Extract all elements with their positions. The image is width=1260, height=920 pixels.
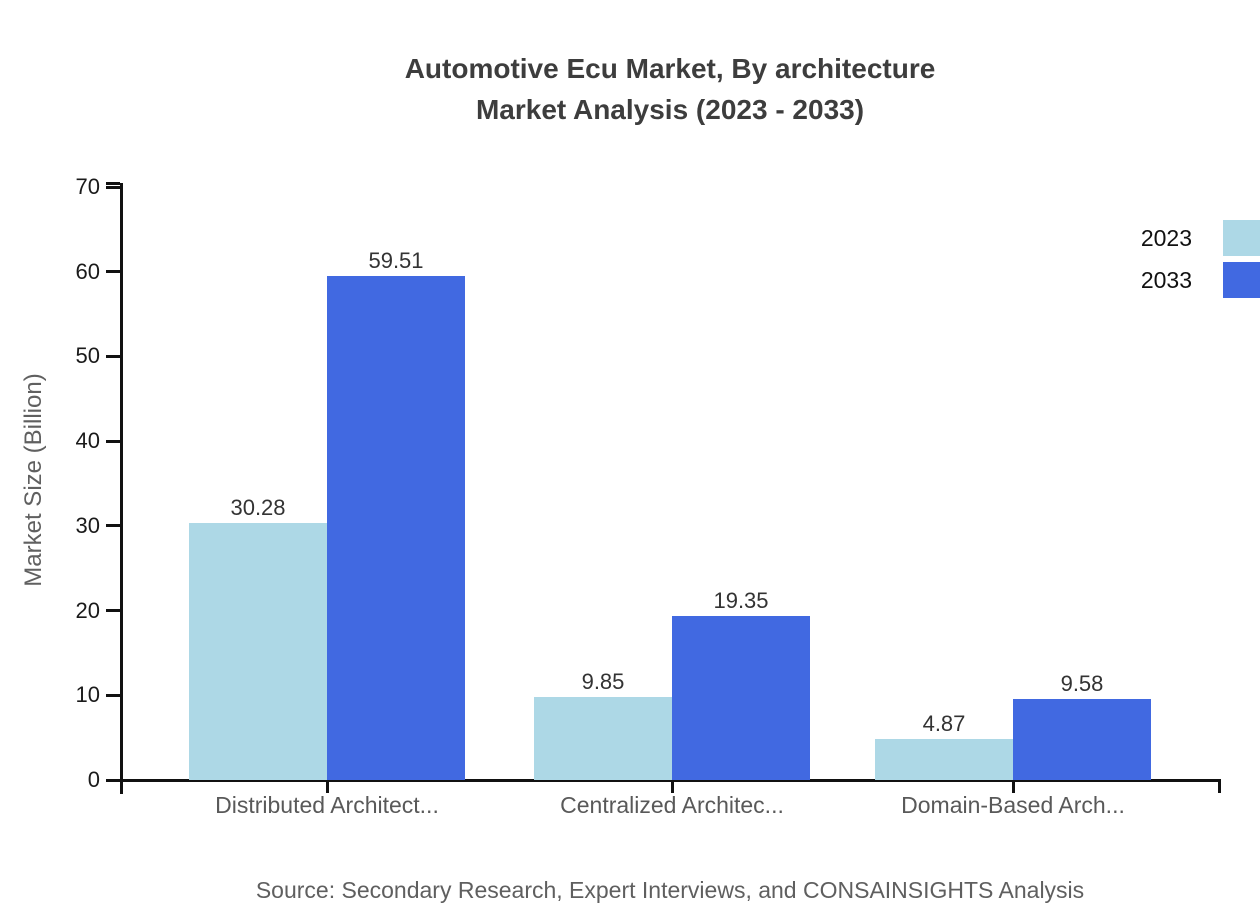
x-tick [325,780,329,793]
legend-label-2033: 2033 [1140,267,1192,293]
source-note: Source: Secondary Research, Expert Inter… [255,877,1085,903]
y-axis-end-tick [105,182,120,185]
y-tick-label: 10 [75,682,100,708]
legend-swatch-2023 [1223,220,1260,256]
y-tick [105,693,120,697]
bar-value-label: 9.85 [581,668,625,694]
bar-2023-0 [189,523,327,780]
category-label: Domain-Based Arch... [901,792,1125,818]
y-tick [105,439,120,443]
bar-2023-1 [534,696,672,780]
y-tick-label: 50 [75,343,100,369]
bar-value-label: 30.28 [230,495,286,521]
bar-2033-2 [1013,698,1151,780]
bar-value-label: 59.51 [368,247,424,273]
category-label: Centralized Architec... [560,792,784,818]
bar-2033-1 [672,616,810,780]
bar-2023-2 [875,738,1013,780]
bar-value-label: 19.35 [713,588,769,614]
bar-value-label: 4.87 [922,710,966,736]
chart-title-line1: Automotive Ecu Market, By architecture [404,53,936,84]
x-axis-end-tick [1218,780,1221,793]
chart-title: Automotive Ecu Market, By architecture M… [0,48,1260,130]
chart-title-line2: Market Analysis (2023 - 2033) [475,94,865,125]
y-axis-line [119,183,123,794]
y-tick-label: 60 [75,258,100,284]
x-tick [670,780,674,793]
legend-label-2023: 2023 [1140,225,1192,251]
bar-2033-0 [327,275,465,780]
bar-value-label: 9.58 [1060,670,1104,696]
x-axis-line [110,778,1221,782]
y-tick [105,354,120,358]
category-label: Distributed Architect... [215,792,439,818]
y-tick-label: 0 [87,767,100,792]
y-tick [105,609,120,613]
y-tick-label: 30 [75,512,100,538]
y-tick-label: 40 [75,428,100,454]
y-tick [105,524,120,528]
legend-swatch-2033 [1223,262,1260,298]
y-tick [105,778,120,782]
y-tick-label: 70 [75,174,100,200]
y-tick [105,185,120,189]
y-tick-label: 20 [75,597,100,623]
x-tick [1011,780,1015,793]
y-tick [105,270,120,274]
